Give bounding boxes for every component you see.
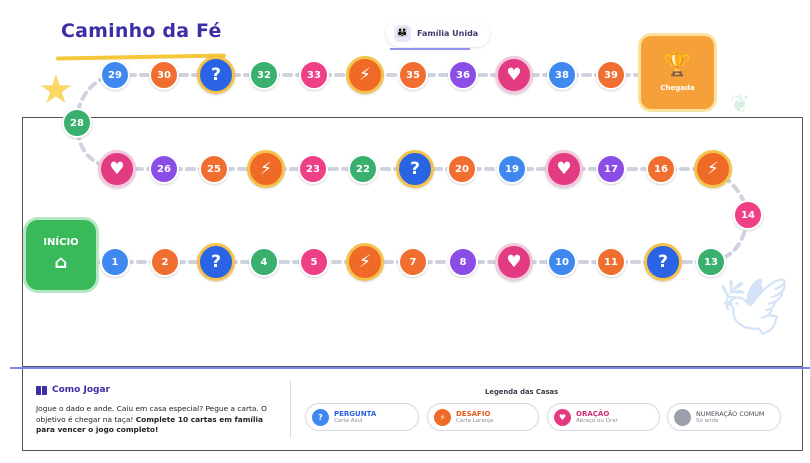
question-space[interactable]: ? [197,56,235,94]
legend-item-numeracao: NUMERAÇÃO COMUM Só ande [667,403,781,431]
board-space[interactable]: 28 [62,108,92,138]
board-space[interactable]: 4 [249,247,279,277]
board-space[interactable]: 17 [596,154,626,184]
board-space[interactable]: 29 [100,60,130,90]
legend-desc: Carta Laranja [456,417,494,424]
board-space[interactable]: 16 [646,154,676,184]
how-to-play-text: Jogue o dado e ande. Caiu em casa especi… [36,404,280,436]
prayer-space[interactable]: ♥ [495,243,533,281]
legend-name: DESAFIO [456,409,491,418]
legend-desc: Só ande [696,417,719,424]
prayer-space[interactable]: ♥ [495,56,533,94]
legend-item-oracao: ♥ ORAÇÃO Abraço ou Orar [547,403,660,431]
home-icon: ⌂ [54,252,68,273]
board-space[interactable]: 11 [596,247,626,277]
how-to-play-title: Como Jogar [36,385,110,395]
heart-icon: ♥ [554,408,571,426]
board-space[interactable]: 20 [447,154,477,184]
legend-desc: Abraço ou Orar [576,417,618,424]
board-space[interactable]: 26 [149,154,179,184]
board-space[interactable]: 8 [448,247,478,277]
footer-frame [22,367,803,451]
board-space[interactable]: 36 [448,60,478,90]
leaf-icon: ❦ [730,90,751,118]
divider-line [10,367,810,369]
board-space[interactable]: 22 [348,154,378,184]
board-space[interactable]: 35 [398,60,428,90]
legend-item-desafio: ⚡ DESAFIO Carta Laranja [427,403,539,431]
family-tag[interactable]: 👪 Família Unida [386,19,491,47]
footer-divider [290,380,291,438]
board-space[interactable]: 2 [150,247,180,277]
board-frame [22,117,803,367]
prayer-space[interactable]: ♥ [545,150,583,188]
dove-icon: 🕊 [718,275,790,340]
how-to-play-heading: Como Jogar [52,385,110,395]
prayer-space[interactable]: ♥ [98,150,136,188]
board-space[interactable]: 38 [547,60,577,90]
challenge-space[interactable]: ⚡ [694,150,732,188]
game-title: Caminho da Fé [61,20,222,42]
family-tag-label: Família Unida [417,28,479,38]
book-icon [36,385,47,395]
legend-name: NUMERAÇÃO COMUM [696,409,765,418]
legend-desc: Carta Azul [334,417,363,424]
question-space[interactable]: ? [396,150,434,188]
board-space[interactable]: 1 [100,247,130,277]
board-space[interactable]: 13 [696,247,726,277]
how-to-play-plain: Jogue o dado e ande. Caiu em casa especi… [36,404,267,424]
question-space[interactable]: ? [197,243,235,281]
trophy-icon: 🏆 [663,53,692,78]
legend-item-pergunta: ? PERGUNTA Carta Azul [305,403,419,431]
bolt-icon: ⚡ [434,408,451,426]
start-label: INÍCIO [43,237,79,248]
board-space[interactable]: 10 [547,247,577,277]
board-space[interactable]: 7 [398,247,428,277]
legend-name: PERGUNTA [334,409,377,418]
board-space[interactable]: 30 [149,60,179,90]
question-icon: ? [312,408,329,426]
board-space[interactable]: 23 [298,154,328,184]
question-space[interactable]: ? [644,243,682,281]
legend-title: Legenda das Casas [485,388,559,396]
family-icon: 👪 [394,24,411,42]
plain-space-icon [674,408,691,426]
board-space[interactable]: 19 [497,154,527,184]
legend-name: ORAÇÃO [576,409,610,418]
start-space[interactable]: INÍCIO ⌂ [26,220,96,290]
board-space[interactable]: 5 [299,247,329,277]
how-to-play-bold: Complete 10 cartas em família para vence… [36,414,264,435]
board-space[interactable]: 14 [733,200,763,230]
board-space[interactable]: 25 [199,154,229,184]
challenge-space[interactable]: ⚡ [247,150,285,188]
board-space[interactable]: 32 [249,60,279,90]
board-space[interactable]: 39 [596,60,626,90]
board-space[interactable]: 33 [299,60,329,90]
finish-space[interactable]: 🏆 Chegada [641,36,714,109]
star-icon: ★ [38,67,74,113]
family-tag-underline [390,48,470,50]
challenge-space[interactable]: ⚡ [346,56,384,94]
challenge-space[interactable]: ⚡ [346,243,384,281]
finish-label: Chegada [660,84,695,92]
